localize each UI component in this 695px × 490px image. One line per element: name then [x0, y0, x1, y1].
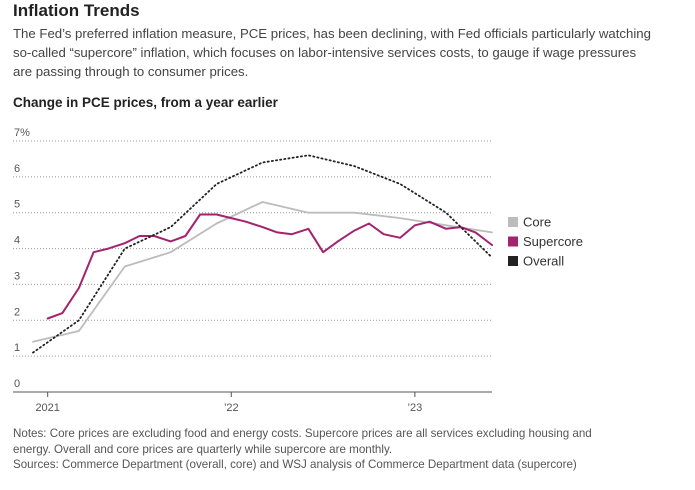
series-line-supercore: [46, 213, 493, 320]
y-tick-label: 3: [14, 270, 20, 282]
legend-swatch-supercore: [508, 236, 518, 247]
page-subtitle: The Fed’s preferred inflation measure, P…: [13, 26, 651, 79]
y-tick-label: 6: [14, 163, 20, 175]
legend-swatch-overall: [508, 256, 518, 266]
legend-label-overall: Overall: [523, 254, 564, 269]
page-title: Inflation Trends: [13, 1, 140, 20]
legend-swatch-core: [508, 217, 518, 227]
y-tick-label: 0: [14, 378, 20, 390]
y-tick-label: 2: [14, 306, 20, 318]
chart-notes: Notes: Core prices are excluding food an…: [13, 426, 673, 473]
y-tick-label: 1: [14, 342, 20, 354]
x-tick-label: ’22: [224, 402, 239, 414]
legend-label-supercore: Supercore: [523, 234, 583, 249]
legend-label-core: Core: [523, 215, 551, 230]
series-line-overall: [32, 154, 493, 354]
x-tick-label: ’23: [408, 402, 423, 414]
x-tick-label: 2021: [35, 402, 59, 414]
y-tick-label: 7%: [14, 127, 30, 139]
sources-line: Sources: Commerce Department (overall, c…: [13, 458, 577, 471]
y-tick-label: 5: [14, 199, 20, 211]
notes-line-2: energy. Overall and core prices are quar…: [13, 442, 393, 456]
series-line-core: [32, 201, 493, 343]
y-tick-label: 4: [14, 235, 20, 247]
notes-line-1: Notes: Core prices are excluding food an…: [13, 427, 592, 440]
chart-title: Change in PCE prices, from a year earlie…: [13, 95, 278, 110]
